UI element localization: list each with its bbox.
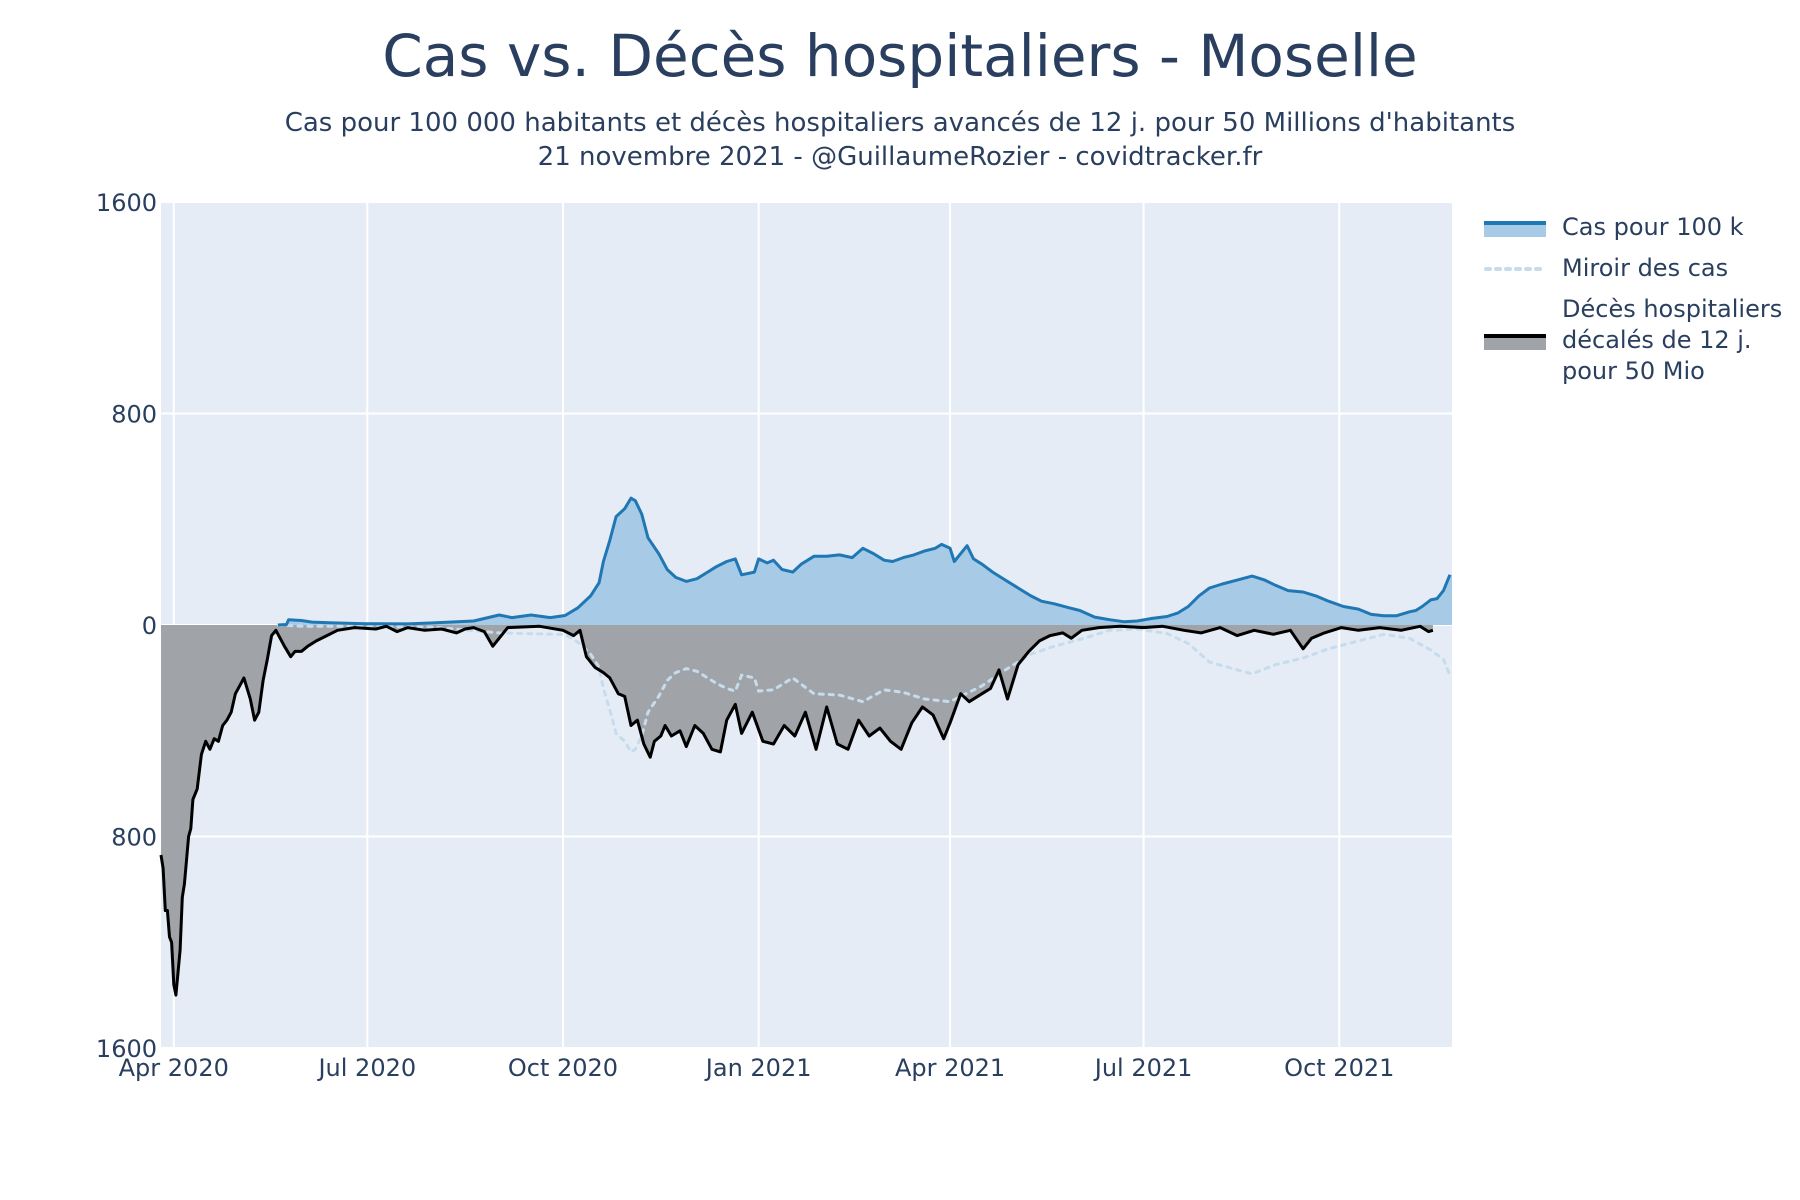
legend-label-deaths-0: Décès hospitaliers	[1562, 295, 1783, 323]
deaths-line	[159, 624, 1434, 997]
y-tick-label-2: 0	[142, 612, 157, 640]
y-tick-label-4: 1600	[96, 1035, 157, 1063]
cases-line	[277, 496, 1452, 627]
legend-swatch-deaths	[1484, 294, 1546, 387]
deaths-area	[161, 625, 1433, 996]
legend-label-cases-0: Cas pour 100 k	[1562, 213, 1744, 241]
legend-label-deaths-1: décalés de 12 j.	[1562, 326, 1752, 354]
y-tick-label-3: 800	[111, 824, 157, 852]
y-tick-label-1: 800	[111, 401, 157, 429]
legend-item-mirror[interactable]: Miroir des cas	[1484, 253, 1794, 284]
x-tick-label-0: Apr 2020	[119, 1054, 229, 1082]
chart-title: Cas vs. Décès hospitaliers - Moselle	[382, 22, 1418, 90]
legend-swatch-cases	[1484, 212, 1546, 243]
x-tick-label-4: Apr 2021	[895, 1054, 1005, 1082]
x-tick-label-2: Oct 2020	[508, 1054, 618, 1082]
mirror-line	[276, 623, 1452, 754]
x-tick-label-5: Jul 2021	[1093, 1054, 1193, 1082]
x-tick-label-6: Oct 2021	[1284, 1054, 1394, 1082]
y-tick-label-0: 1600	[96, 189, 157, 217]
subtitle-line-2: 21 novembre 2021 - @GuillaumeRozier - co…	[537, 142, 1263, 172]
x-tick-label-3: Jan 2021	[704, 1054, 812, 1082]
legend: Cas pour 100 k Miroir des cas Décès hospit…	[1484, 212, 1794, 397]
legend-label-mirror-0: Miroir des cas	[1562, 254, 1729, 282]
legend-item-deaths[interactable]: Décès hospitaliers décalés de 12 j. pour 5…	[1484, 294, 1794, 387]
chart-subtitle: Cas pour 100 000 habitants et décès hosp…	[0, 106, 1800, 174]
subtitle-line-1: Cas pour 100 000 habitants et décès hosp…	[284, 108, 1516, 138]
x-tick-label-1: Jul 2020	[316, 1054, 416, 1082]
legend-label-deaths-2: pour 50 Mio	[1562, 357, 1705, 385]
cases-area	[278, 498, 1452, 625]
legend-swatch-mirror	[1484, 253, 1546, 284]
legend-item-cases[interactable]: Cas pour 100 k	[1484, 212, 1794, 243]
